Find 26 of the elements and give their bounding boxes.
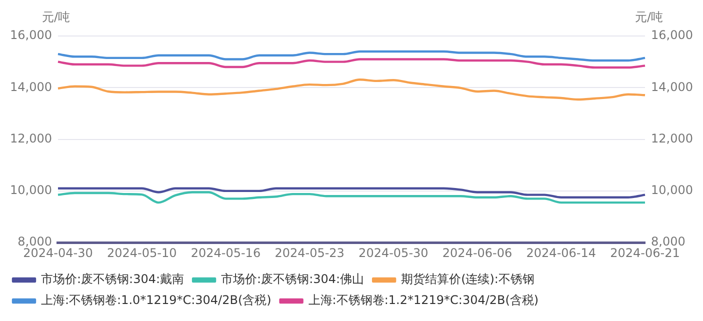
x-tick-label: 2024-05-23 [274,246,344,260]
y2-tick-label: 16,000 [651,28,694,42]
legend-label: 市场价:废不锈钢:304:戴南 [41,272,184,286]
y2-axis-title: 元/吨 [634,10,663,24]
x-tick-label: 2024-05-30 [358,246,428,260]
y-axis-title: 元/吨 [42,10,70,24]
y-tick-label: 12,000 [10,131,52,146]
x-tick-label: 2024-06-14 [526,246,596,260]
y-tick-label: 14,000 [10,80,52,94]
line-series [56,191,646,204]
line-series [56,58,646,69]
y2-tick-label: 14,000 [651,80,694,94]
y-tick-label: 16,000 [10,28,52,42]
legend-label: 市场价:废不锈钢:304:佛山 [221,272,364,286]
legend-label: 上海:不锈钢卷:1.0*1219*C:304/2B(含税) [41,293,272,308]
legend-label: 上海:不锈钢卷:1.2*1219*C:304/2B(含税) [308,293,539,308]
y-tick-label: 10,000 [10,183,52,198]
y2-tick-label: 10,000 [651,183,694,198]
x-tick-label: 2024-06-06 [442,246,512,260]
x-tick-label: 2024-05-10 [106,246,177,260]
line-series [56,187,646,199]
legend-label: 期货结算价(连续):不锈钢 [401,272,534,286]
line-series [56,78,646,101]
line-series [56,50,646,62]
y2-tick-label: 12,000 [651,131,694,146]
x-tick-label: 2024-05-16 [190,246,261,260]
